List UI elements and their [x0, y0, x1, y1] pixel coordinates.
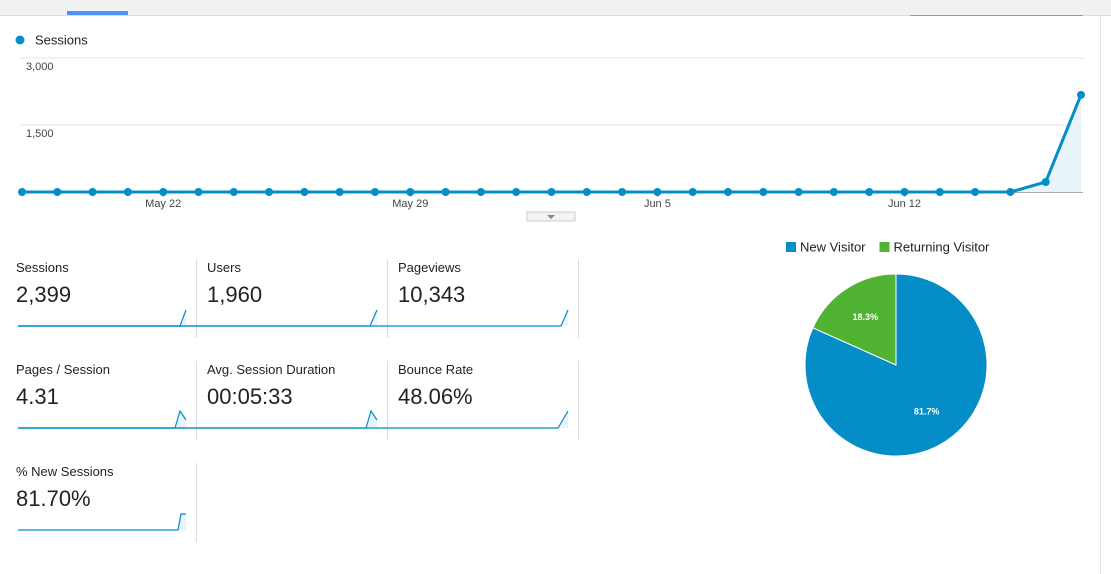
- pie-slice: [812, 273, 897, 366]
- top-bar: [0, 0, 1111, 15]
- sparkline-fill: [18, 411, 186, 428]
- data-point: [53, 188, 62, 196]
- data-point: [406, 188, 415, 196]
- data-point: [829, 188, 838, 196]
- data-point: [1077, 90, 1085, 99]
- data-point: [1041, 177, 1050, 186]
- legend-label: Returning Visitor: [894, 239, 991, 254]
- data-point: [971, 188, 980, 196]
- data-point: [582, 188, 591, 196]
- data-point: [900, 188, 909, 196]
- sparkline: [18, 309, 569, 327]
- handle-arrow: [547, 215, 555, 219]
- metric-label: Pageviews: [398, 260, 461, 275]
- data-point: [1006, 188, 1015, 196]
- metric-value: 81.70%: [16, 486, 91, 511]
- sparkline-fill: [18, 514, 186, 530]
- data-point: [547, 188, 556, 196]
- data-point: [476, 188, 485, 196]
- active-tab[interactable]: [67, 11, 128, 15]
- sparkline-fill: [18, 411, 568, 428]
- x-tick-label: Jun 12: [888, 198, 921, 210]
- sparkline: [18, 409, 378, 429]
- metric-label: Avg. Session Duration: [207, 362, 336, 377]
- data-point: [794, 188, 803, 196]
- sparkline-fill: [18, 411, 377, 428]
- legend-dot: [15, 35, 25, 45]
- data-point: [194, 188, 203, 196]
- metric-label: Sessions: [16, 260, 69, 275]
- data-point: [865, 188, 874, 196]
- metric-label: Users: [207, 260, 241, 275]
- slice-label: 18.3%: [853, 312, 879, 322]
- data-point: [18, 188, 26, 196]
- data-point: [300, 188, 309, 196]
- sparkline: [18, 513, 186, 531]
- data-point: [159, 188, 168, 196]
- x-tick-label: May 29: [392, 198, 428, 210]
- data-point: [371, 188, 379, 196]
- data-point: [512, 188, 521, 196]
- sparkline: [18, 410, 569, 429]
- sparkline-fill: [18, 310, 377, 326]
- data-point: [759, 188, 768, 196]
- legend-label: Sessions: [35, 32, 88, 47]
- data-point: [88, 188, 97, 196]
- sparkline: [18, 409, 187, 429]
- legend-swatch: [786, 242, 796, 252]
- data-point: [441, 188, 450, 196]
- sparkline-fill: [18, 310, 186, 326]
- series-line: [22, 94, 1083, 194]
- data-point: [935, 188, 944, 196]
- sparkline: [18, 309, 187, 327]
- metric-label: Pages / Session: [16, 362, 110, 377]
- metric-value: 2,399: [16, 282, 72, 307]
- x-tick-label: Jun 5: [644, 198, 671, 210]
- x-tick-label: May 22: [145, 198, 181, 210]
- metric-label: % New Sessions: [16, 464, 114, 479]
- data-point: [229, 188, 238, 196]
- area-fill: [22, 94, 1081, 192]
- sparkline: [18, 309, 378, 327]
- data-point: [265, 188, 274, 196]
- sparkline-fill: [18, 310, 568, 326]
- metric-value: 4.31: [16, 384, 59, 409]
- metric-value: 1,960: [207, 282, 263, 307]
- metric-label: Bounce Rate: [398, 362, 474, 377]
- metric-value: 10,343: [398, 282, 466, 307]
- y-tick-label: 3,000: [26, 61, 54, 73]
- data-point: [653, 188, 662, 196]
- legend-swatch: [879, 242, 890, 252]
- data-point: [618, 188, 627, 196]
- slice-label: 81.7%: [914, 407, 940, 417]
- legend-label: New Visitor: [800, 239, 866, 254]
- y-tick-label: 1,500: [26, 128, 54, 140]
- metric-value: 00:05:33: [207, 384, 293, 409]
- data-point: [724, 188, 732, 196]
- data-point: [688, 188, 697, 196]
- data-point: [123, 188, 132, 196]
- data-point: [335, 188, 344, 196]
- metric-value: 48.06%: [398, 384, 473, 409]
